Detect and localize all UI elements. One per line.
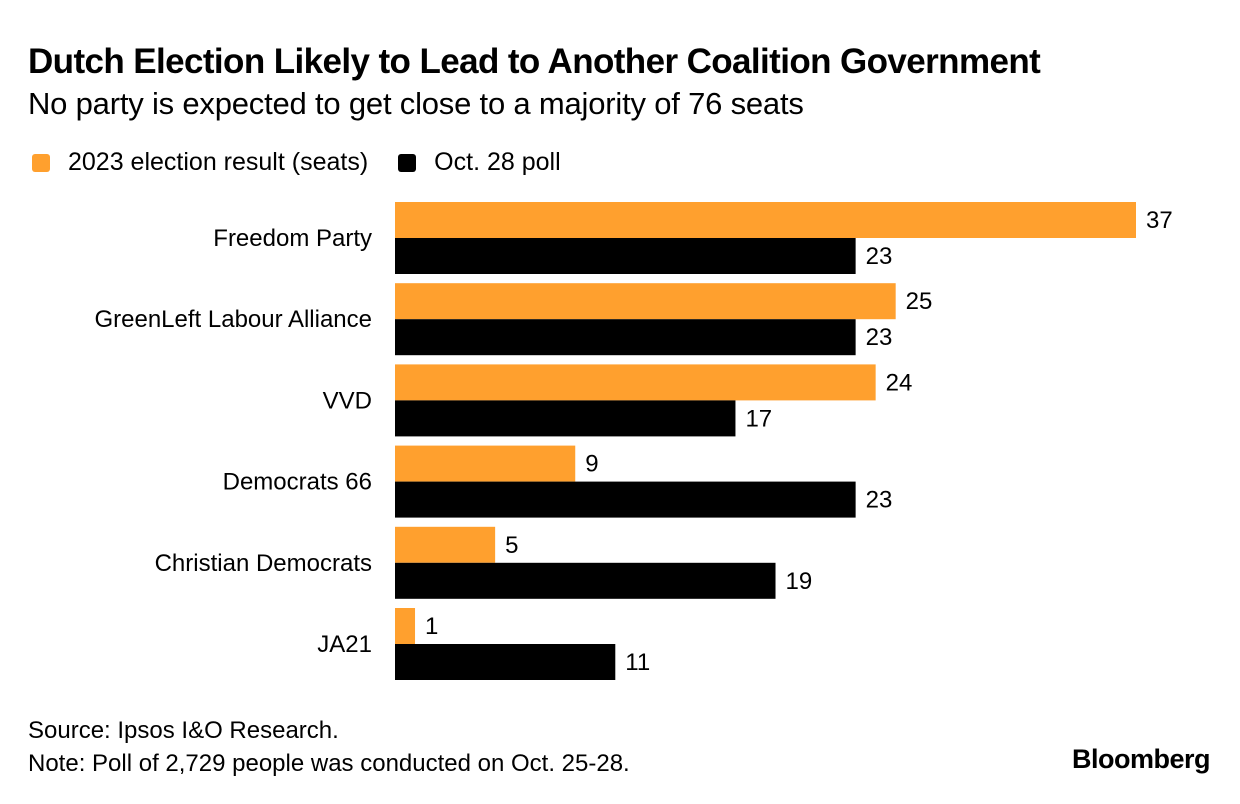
bar-group-democrats-66: Democrats 66 9 23 bbox=[223, 445, 893, 518]
bar-oct28-poll bbox=[395, 481, 856, 518]
category-label: VVD bbox=[323, 387, 372, 414]
bar-2023-result bbox=[395, 608, 416, 644]
bar-2023-result bbox=[395, 364, 876, 401]
source-note: Source: Ipsos I&O Research. bbox=[28, 717, 339, 744]
bar-oct28-poll bbox=[395, 238, 856, 274]
data-label: 24 bbox=[886, 369, 913, 396]
bar-oct28-poll bbox=[395, 644, 616, 680]
data-label: 25 bbox=[906, 288, 933, 315]
bar-group-vvd: VVD 24 17 bbox=[323, 364, 913, 437]
bloomberg-logo: Bloomberg bbox=[1071, 744, 1211, 774]
data-label: 11 bbox=[625, 649, 650, 676]
data-label: 19 bbox=[786, 568, 813, 595]
bar-group-greenleft-labour-alliance: GreenLeft Labour Alliance 25 23 bbox=[94, 283, 933, 356]
bar-group-freedom-party: Freedom Party 37 23 bbox=[213, 202, 1173, 274]
data-label: 17 bbox=[745, 405, 772, 432]
bar-oct28-poll bbox=[395, 319, 856, 356]
category-label: Christian Democrats bbox=[155, 550, 372, 577]
data-label: 37 bbox=[1146, 207, 1173, 234]
legend-item-poll: Oct. 28 poll bbox=[398, 148, 561, 177]
data-label: 9 bbox=[585, 451, 598, 478]
category-label: GreenLeft Labour Alliance bbox=[94, 306, 372, 333]
data-label: 5 bbox=[505, 532, 518, 559]
data-label: 23 bbox=[866, 487, 893, 514]
footer: Source: Ipsos I&O Research. Note: Poll o… bbox=[28, 714, 630, 780]
legend-label-poll: Oct. 28 poll bbox=[434, 148, 561, 176]
legend-swatch-poll bbox=[398, 153, 417, 172]
bar-oct28-poll bbox=[395, 400, 736, 437]
data-label: 23 bbox=[866, 324, 893, 351]
chart-title: Dutch Election Likely to Lead to Another… bbox=[28, 42, 1041, 81]
category-label: Freedom Party bbox=[213, 225, 372, 252]
bar-2023-result bbox=[395, 526, 496, 563]
legend-item-2023: 2023 election result (seats) bbox=[32, 148, 368, 177]
legend-swatch-2023 bbox=[32, 153, 50, 172]
data-label: 23 bbox=[866, 243, 893, 270]
category-label: JA21 bbox=[317, 631, 372, 658]
legend-label-2023: 2023 election result (seats) bbox=[68, 148, 369, 176]
bar-2023-result bbox=[395, 445, 576, 482]
category-label: Democrats 66 bbox=[223, 469, 372, 496]
bar-group-christian-democrats: Christian Democrats 5 19 bbox=[155, 526, 813, 599]
bar-oct28-poll bbox=[395, 562, 776, 599]
bar-2023-result bbox=[395, 202, 1136, 238]
chart-subtitle: No party is expected to get close to a m… bbox=[28, 86, 804, 121]
methodology-note: Note: Poll of 2,729 people was conducted… bbox=[28, 750, 630, 777]
bar-2023-result bbox=[395, 283, 896, 320]
legend: 2023 election result (seats) Oct. 28 pol… bbox=[32, 148, 591, 177]
data-label: 1 bbox=[425, 613, 438, 640]
